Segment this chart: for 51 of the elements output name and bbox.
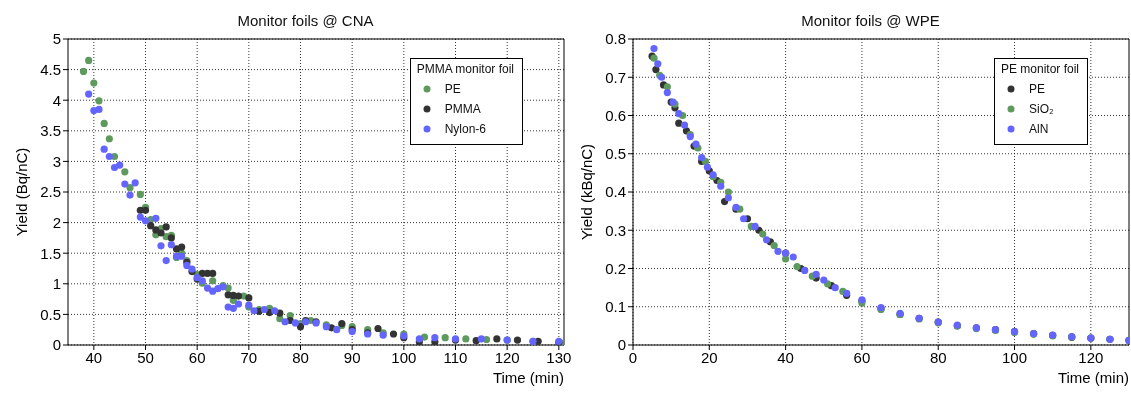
y-tick-label: 0.5: [40, 305, 61, 323]
y-tick-label: 3: [52, 152, 61, 170]
x-tick-label: 60: [853, 348, 871, 366]
legend-label: AlN: [1028, 122, 1049, 136]
x-tick-label: 50: [137, 348, 154, 366]
y-tick-label: 1.5: [40, 244, 61, 262]
y-tick-label: 4: [52, 91, 61, 109]
legend-title: PMMA monitor foil: [416, 62, 514, 76]
chart-title: Monitor foils @ WPE: [800, 12, 941, 29]
y-tick-label: 0: [617, 336, 626, 354]
x-tick-label: 80: [929, 348, 947, 366]
x-tick-label: 0: [628, 348, 638, 366]
y-tick-label: 0.8: [605, 30, 626, 48]
y-tick-label: 0.4: [605, 183, 626, 201]
legend-label: Nylon-6: [444, 122, 486, 136]
y-tick-label: 0: [52, 336, 61, 354]
x-tick-label: 100: [391, 348, 417, 366]
x-axis-title: Time (min): [1057, 369, 1129, 386]
x-tick-label: 110: [443, 348, 468, 366]
legend-title: PE monitor foil: [1000, 62, 1079, 76]
x-tick-label: 120: [494, 348, 520, 366]
y-tick-label: 4.5: [40, 60, 61, 78]
legend-label: PMMA: [444, 102, 481, 116]
y-tick-label: 1: [52, 275, 61, 293]
y-axis-title: Yield (Bq/nC): [13, 147, 31, 237]
y-tick-label: 2.5: [40, 183, 61, 201]
legend-label: SiO₂: [1028, 102, 1054, 116]
x-tick-label: 130: [546, 348, 572, 366]
y-tick-label: 0.2: [605, 259, 626, 277]
y-tick-label: 5: [52, 30, 61, 48]
x-tick-label: 60: [188, 348, 206, 366]
x-tick-label: 80: [292, 348, 309, 366]
x-tick-label: 90: [343, 348, 361, 366]
y-tick-label: 3.5: [40, 122, 61, 140]
x-axis-title: Time (min): [492, 369, 564, 386]
x-tick-label: 100: [1002, 348, 1028, 366]
y-tick-label: 0.6: [605, 106, 626, 124]
y-tick-label: 0.1: [605, 298, 626, 316]
chart-title: Monitor foils @ CNA: [236, 12, 375, 29]
x-tick-label: 40: [777, 348, 794, 366]
x-tick-label: 20: [700, 348, 718, 366]
legend-label: PE: [444, 82, 461, 96]
y-tick-label: 0.7: [605, 68, 626, 86]
y-tick-label: 0.3: [605, 221, 626, 239]
y-axis-title: Yield (kBq/nC): [578, 143, 596, 241]
x-tick-label: 120: [1078, 348, 1104, 366]
y-tick-label: 0.5: [605, 145, 626, 163]
x-tick-label: 70: [240, 348, 258, 366]
legend-label: PE: [1028, 82, 1045, 96]
x-tick-label: 40: [85, 348, 103, 366]
y-tick-label: 2: [52, 213, 61, 231]
